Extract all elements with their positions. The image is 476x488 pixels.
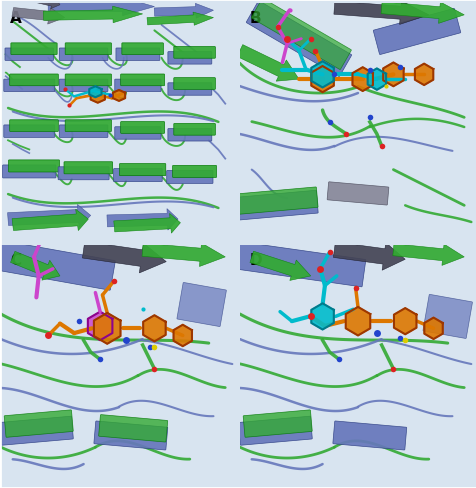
FancyBboxPatch shape <box>116 49 159 61</box>
FancyBboxPatch shape <box>2 165 56 179</box>
FancyBboxPatch shape <box>99 415 168 442</box>
FancyBboxPatch shape <box>9 161 60 173</box>
FancyBboxPatch shape <box>64 163 112 175</box>
Polygon shape <box>352 68 372 92</box>
FancyBboxPatch shape <box>168 83 211 96</box>
FancyBboxPatch shape <box>0 416 73 446</box>
FancyBboxPatch shape <box>59 49 108 61</box>
FancyBboxPatch shape <box>115 80 161 92</box>
FancyArrow shape <box>154 4 213 19</box>
Polygon shape <box>89 87 101 98</box>
Text: C: C <box>10 253 21 267</box>
FancyBboxPatch shape <box>232 191 317 221</box>
FancyArrow shape <box>35 0 60 10</box>
FancyArrow shape <box>10 252 60 281</box>
Polygon shape <box>345 307 369 336</box>
FancyBboxPatch shape <box>327 183 388 205</box>
FancyBboxPatch shape <box>120 122 164 134</box>
FancyBboxPatch shape <box>10 121 58 132</box>
FancyArrow shape <box>249 252 310 281</box>
FancyArrow shape <box>380 3 463 24</box>
FancyBboxPatch shape <box>422 295 471 339</box>
FancyArrow shape <box>147 13 213 26</box>
Polygon shape <box>311 67 333 93</box>
Polygon shape <box>143 316 165 342</box>
FancyBboxPatch shape <box>238 416 312 446</box>
FancyBboxPatch shape <box>94 421 168 450</box>
FancyBboxPatch shape <box>65 44 111 56</box>
FancyBboxPatch shape <box>65 121 111 132</box>
FancyArrow shape <box>142 244 225 267</box>
FancyBboxPatch shape <box>166 171 213 184</box>
FancyArrow shape <box>48 0 154 17</box>
FancyBboxPatch shape <box>121 44 163 56</box>
FancyBboxPatch shape <box>172 166 216 178</box>
Polygon shape <box>113 91 125 102</box>
Text: B: B <box>249 11 260 26</box>
FancyBboxPatch shape <box>168 129 211 142</box>
FancyBboxPatch shape <box>5 49 53 61</box>
FancyBboxPatch shape <box>0 238 115 290</box>
FancyArrow shape <box>12 210 88 231</box>
Polygon shape <box>382 63 403 87</box>
Text: A: A <box>10 11 22 26</box>
FancyBboxPatch shape <box>59 80 108 92</box>
FancyBboxPatch shape <box>246 2 351 77</box>
FancyBboxPatch shape <box>119 164 166 176</box>
Polygon shape <box>173 325 191 346</box>
FancyArrow shape <box>333 243 404 271</box>
FancyBboxPatch shape <box>4 410 73 437</box>
FancyBboxPatch shape <box>373 9 460 56</box>
FancyArrow shape <box>12 8 65 25</box>
FancyBboxPatch shape <box>120 75 164 86</box>
Polygon shape <box>88 312 112 341</box>
FancyBboxPatch shape <box>4 80 55 92</box>
FancyBboxPatch shape <box>332 421 406 450</box>
FancyBboxPatch shape <box>232 242 365 287</box>
FancyBboxPatch shape <box>168 53 211 65</box>
FancyBboxPatch shape <box>58 167 109 181</box>
Polygon shape <box>393 308 416 335</box>
Polygon shape <box>414 64 432 86</box>
Polygon shape <box>311 304 333 330</box>
FancyBboxPatch shape <box>115 127 161 140</box>
FancyBboxPatch shape <box>177 283 226 327</box>
FancyArrow shape <box>392 244 463 266</box>
Polygon shape <box>94 313 120 344</box>
FancyBboxPatch shape <box>237 187 317 215</box>
FancyBboxPatch shape <box>10 75 58 86</box>
FancyBboxPatch shape <box>113 169 162 182</box>
FancyBboxPatch shape <box>251 0 351 70</box>
FancyBboxPatch shape <box>173 79 215 90</box>
Text: D: D <box>249 253 261 267</box>
FancyArrow shape <box>333 2 428 25</box>
FancyArrow shape <box>107 209 178 231</box>
FancyArrow shape <box>114 214 180 234</box>
Polygon shape <box>311 62 333 88</box>
FancyBboxPatch shape <box>173 47 215 59</box>
FancyBboxPatch shape <box>243 410 312 437</box>
Polygon shape <box>424 318 442 339</box>
FancyBboxPatch shape <box>59 125 108 138</box>
FancyBboxPatch shape <box>65 75 111 86</box>
Polygon shape <box>367 69 385 91</box>
FancyArrow shape <box>8 205 90 228</box>
FancyArrow shape <box>82 242 166 273</box>
FancyBboxPatch shape <box>173 124 215 136</box>
FancyBboxPatch shape <box>4 125 55 138</box>
Polygon shape <box>90 91 105 103</box>
FancyArrow shape <box>237 45 298 82</box>
FancyArrow shape <box>43 7 142 23</box>
FancyBboxPatch shape <box>11 44 57 56</box>
